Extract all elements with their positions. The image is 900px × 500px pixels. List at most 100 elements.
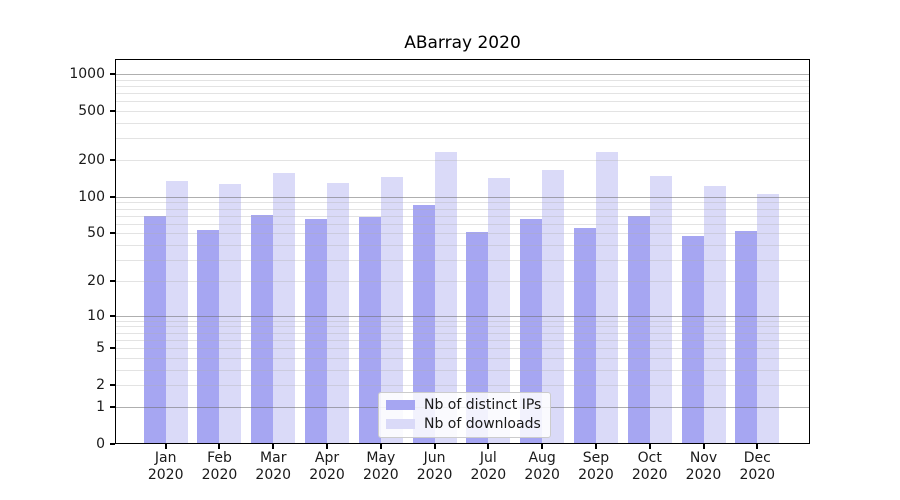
y-tick-0	[110, 443, 115, 445]
x-tick-nov	[702, 444, 705, 449]
y-tick-label-500: 500	[78, 103, 105, 120]
gridline-minor-3	[115, 369, 810, 371]
gridline-major-10	[115, 315, 810, 317]
bar-downloads-apr	[327, 182, 350, 444]
bar-downloads-may	[380, 176, 403, 444]
x-tick-mar	[272, 444, 275, 449]
y-tick-label-10: 10	[87, 307, 105, 324]
x-tick-label-mar: Mar 2020	[241, 450, 305, 484]
y-tick-1000	[110, 73, 115, 76]
gridline-minor-700	[115, 93, 810, 95]
gridline-minor-6	[115, 339, 810, 341]
y-tick-label-200: 200	[78, 152, 105, 169]
gridline-minor-200	[115, 160, 810, 162]
gridline-major-1000	[115, 74, 810, 76]
legend: Nb of distinct IPs Nb of downloads	[378, 392, 552, 438]
x-label-year: 2020	[147, 467, 184, 483]
x-label-year: 2020	[631, 467, 668, 483]
bar-downloads-oct	[649, 176, 672, 444]
gridline-minor-7	[115, 332, 810, 334]
y-tick-100	[110, 195, 115, 198]
gridline-minor-20	[115, 280, 810, 282]
y-tick-50	[110, 232, 115, 235]
x-tick-may	[379, 444, 382, 449]
bar-distinct-ips-nov	[681, 235, 704, 444]
legend-swatch-downloads	[386, 419, 415, 429]
bar-distinct-ips-oct	[627, 215, 650, 444]
x-tick-label-feb: Feb 2020	[187, 450, 251, 484]
x-tick-oct	[648, 444, 651, 449]
bar-downloads-dec	[757, 193, 780, 444]
x-tick-jul	[487, 444, 490, 449]
x-label-month: Feb	[207, 450, 232, 466]
bar-distinct-ips-apr	[305, 218, 328, 444]
x-tick-dec	[756, 444, 759, 449]
x-tick-label-oct: Oct 2020	[618, 450, 682, 484]
gridline-minor-600	[115, 101, 810, 103]
bar-distinct-ips-may	[358, 217, 381, 444]
y-tick-label-1000: 1000	[69, 66, 105, 83]
bar-distinct-ips-jul	[466, 232, 489, 444]
x-label-year: 2020	[201, 467, 238, 483]
legend-label-distinct-ips: Nb of distinct IPs	[424, 397, 542, 413]
x-label-month: Jun	[423, 450, 446, 466]
x-tick-label-aug: Aug 2020	[510, 450, 574, 484]
bar-distinct-ips-aug	[520, 218, 543, 444]
legend-label-downloads: Nb of downloads	[424, 416, 541, 432]
x-tick-jun	[433, 444, 436, 449]
x-tick-label-nov: Nov 2020	[672, 450, 736, 484]
y-tick-1	[110, 405, 115, 408]
x-label-year: 2020	[309, 467, 345, 483]
x-tick-label-sep: Sep 2020	[564, 450, 628, 484]
gridline-minor-70	[115, 215, 810, 217]
x-label-month: May	[366, 450, 396, 466]
plot-area: Nb of distinct IPs Nb of downloads	[115, 59, 810, 444]
bar-downloads-feb	[219, 183, 242, 444]
y-tick-label-5: 5	[96, 340, 105, 357]
x-label-year: 2020	[739, 467, 776, 483]
gridline-minor-800	[115, 85, 810, 87]
x-tick-apr	[326, 444, 329, 449]
x-label-year: 2020	[524, 467, 560, 483]
bar-distinct-ips-sep	[573, 228, 596, 444]
x-tick-label-may: May 2020	[349, 450, 413, 484]
y-tick-label-100: 100	[78, 188, 105, 205]
x-tick-feb	[218, 444, 221, 449]
x-label-month: Nov	[689, 450, 718, 466]
x-tick-jan	[164, 444, 167, 449]
gridline-minor-4	[115, 357, 810, 359]
y-tick-2	[110, 384, 115, 387]
y-tick-label-0: 0	[96, 436, 105, 452]
x-label-year: 2020	[416, 467, 453, 483]
gridline-major-100	[115, 196, 810, 198]
gridline-minor-8	[115, 326, 810, 328]
gridline-minor-50	[115, 233, 810, 235]
chart-title: ABarray 2020	[404, 33, 521, 53]
legend-item-distinct-ips: Nb of distinct IPs	[386, 397, 541, 413]
gridline-minor-400	[115, 123, 810, 125]
gridline-minor-2	[115, 385, 810, 387]
x-tick-label-jul: Jul 2020	[456, 450, 520, 484]
y-tick-label-50: 50	[87, 225, 105, 242]
bar-downloads-nov	[703, 186, 726, 444]
y-tick-20	[110, 279, 115, 282]
x-tick-label-apr: Apr 2020	[295, 450, 359, 484]
y-tick-label-20: 20	[87, 272, 105, 289]
x-label-year: 2020	[362, 467, 399, 483]
gridline-minor-9	[115, 320, 810, 322]
y-tick-10	[110, 314, 115, 317]
x-label-month: Jan	[154, 450, 177, 466]
bar-distinct-ips-jan	[143, 215, 166, 444]
gridline-minor-40	[115, 245, 810, 247]
x-label-month: Sep	[582, 450, 610, 466]
gridline-minor-5	[115, 348, 810, 350]
bar-distinct-ips-jun	[412, 205, 435, 444]
gridline-minor-900	[115, 79, 810, 81]
bar-downloads-jul	[488, 178, 511, 444]
y-tick-label-1: 1	[96, 398, 105, 415]
y-tick-5	[110, 347, 115, 350]
x-label-month: Apr	[314, 450, 340, 466]
bar-downloads-sep	[595, 152, 618, 444]
x-label-month: Oct	[637, 450, 662, 466]
